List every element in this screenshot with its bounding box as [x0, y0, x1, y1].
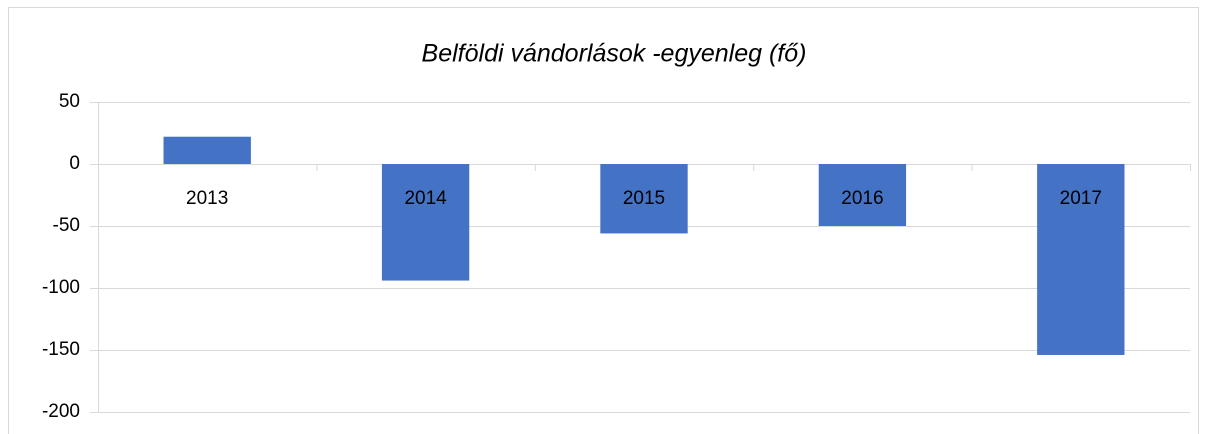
- bar: [600, 164, 688, 234]
- bar: [818, 164, 907, 226]
- y-tick-label: -50: [53, 215, 80, 236]
- bar: [1037, 164, 1125, 355]
- chart-border: [8, 7, 1199, 434]
- y-tick-label: -150: [42, 339, 80, 360]
- y-tick-label: -200: [42, 401, 80, 422]
- x-tick-label: 2014: [404, 188, 447, 209]
- x-tick-label: 2017: [1060, 188, 1102, 209]
- x-tick-label: 2016: [841, 188, 883, 209]
- x-tick-label: 2015: [623, 188, 665, 209]
- bar: [381, 164, 470, 281]
- chart-title: Belföldi vándorlások -egyenleg (fő): [422, 40, 807, 68]
- y-tick-label: 50: [59, 91, 80, 112]
- y-tick-label: 0: [69, 153, 80, 174]
- y-tick-label: -100: [42, 277, 80, 298]
- x-tick-label: 2013: [186, 188, 228, 209]
- bar: [163, 136, 251, 164]
